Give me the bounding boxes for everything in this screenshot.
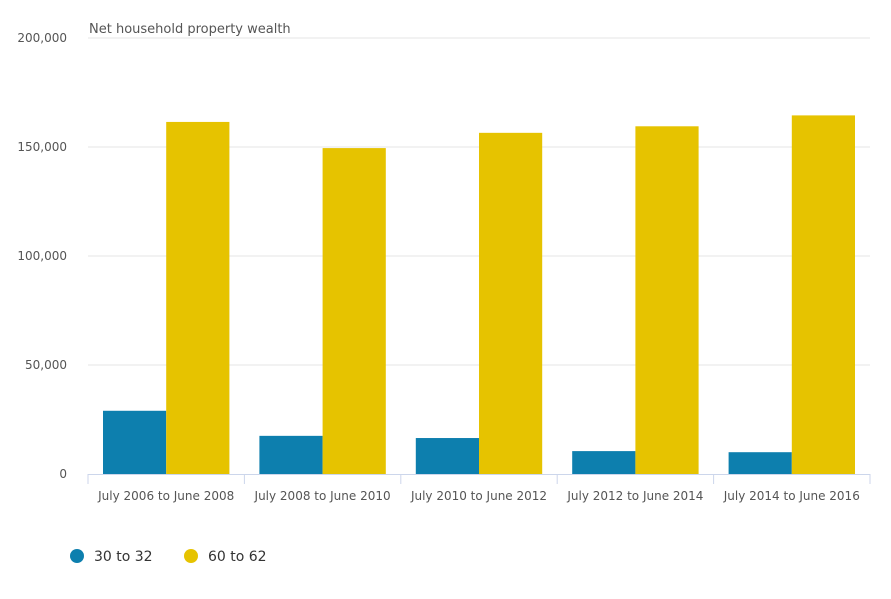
y-axis: 0 50,000 100,000 150,000 200,000 <box>17 31 67 481</box>
bar-30-to-32[interactable] <box>259 435 323 474</box>
bar-60-to-62[interactable] <box>791 115 855 474</box>
x-tick-label: July 2006 to June 2008 <box>97 489 234 503</box>
y-tick-label: 200,000 <box>17 31 67 45</box>
y-tick-label: 150,000 <box>17 140 67 154</box>
x-tick-label: July 2012 to June 2014 <box>566 489 703 503</box>
bar-60-to-62[interactable] <box>635 126 699 474</box>
bar-30-to-32[interactable] <box>728 452 792 474</box>
y-tick-label: 0 <box>59 467 67 481</box>
bar-60-to-62[interactable] <box>322 148 386 474</box>
bar-30-to-32[interactable] <box>572 451 636 474</box>
bar-30-to-32[interactable] <box>415 438 479 474</box>
x-tick-label: July 2014 to June 2016 <box>723 489 860 503</box>
bar-60-to-62[interactable] <box>479 132 543 474</box>
bar-30-to-32[interactable] <box>103 410 167 474</box>
legend-label[interactable]: 30 to 32 <box>94 549 153 565</box>
x-tick-label: July 2008 to June 2010 <box>254 489 391 503</box>
y-tick-label: 100,000 <box>17 249 67 263</box>
bar-60-to-62[interactable] <box>166 121 230 475</box>
legend-label[interactable]: 60 to 62 <box>208 549 267 565</box>
bars <box>103 115 855 475</box>
legend-swatch[interactable] <box>184 549 198 563</box>
legend: 30 to 32 60 to 62 <box>70 549 267 565</box>
x-axis: July 2006 to June 2008 July 2008 to June … <box>87 474 871 503</box>
legend-swatch[interactable] <box>70 549 84 563</box>
y-tick-label: 50,000 <box>25 358 67 372</box>
x-tick-label: July 2010 to June 2012 <box>410 489 547 503</box>
y-axis-title: Net household property wealth <box>89 22 291 37</box>
